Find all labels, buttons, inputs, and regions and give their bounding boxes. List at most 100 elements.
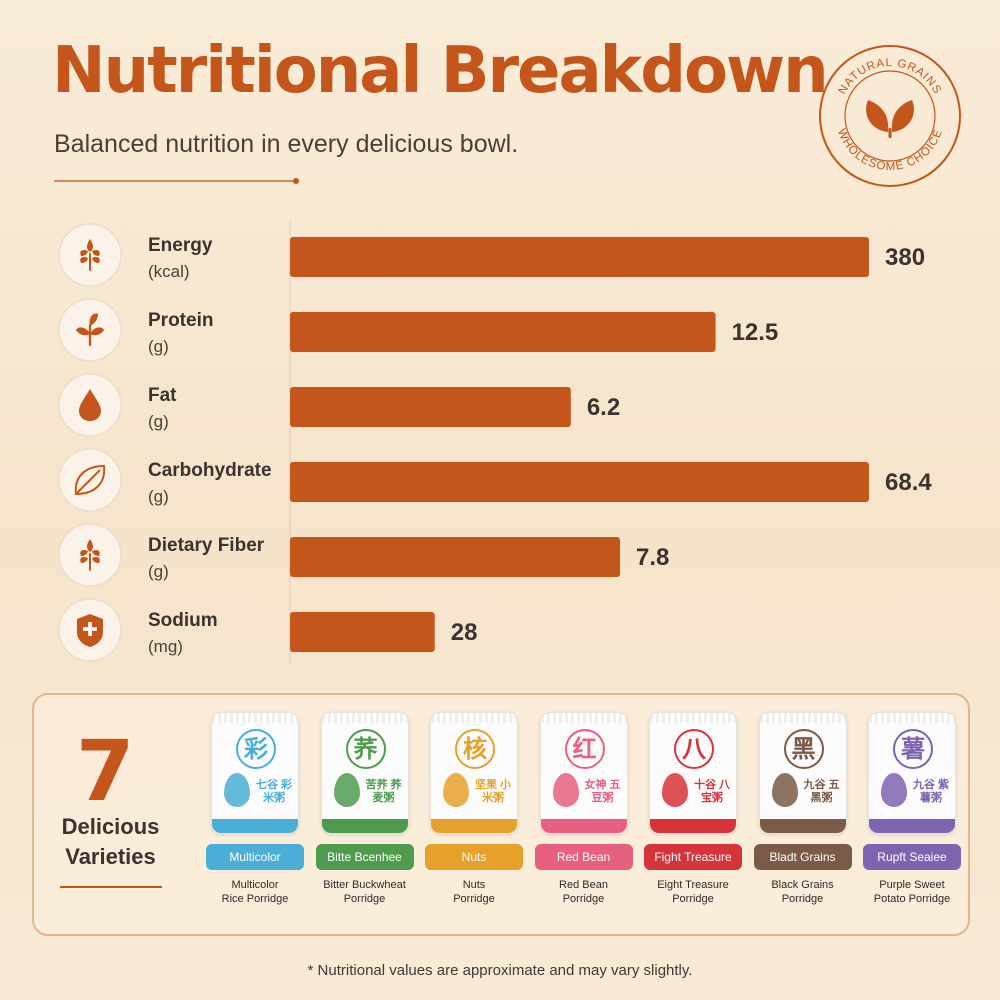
mascot-drop-icon — [771, 773, 798, 807]
category-label: Fat — [148, 385, 177, 406]
unit-label: (kcal) — [148, 262, 190, 281]
pack-seal — [540, 713, 627, 723]
variety-caption-line1: Nuts — [462, 879, 486, 891]
unit-label: (g) — [148, 412, 169, 431]
varieties-divider — [60, 886, 162, 888]
pack-name: 九谷 紫薯粥 — [912, 779, 950, 804]
bar — [290, 387, 571, 427]
category-label: Dietary Fiber — [148, 535, 265, 556]
category-label: Energy — [148, 235, 213, 256]
variety-caption-line1: Eight Treasure — [657, 879, 729, 891]
pack-name: 七谷 彩米粥 — [255, 779, 293, 804]
variety-caption: Red Bean Porridge — [533, 878, 635, 906]
pack-band — [431, 819, 517, 833]
variety-caption-line1: Bitter Buckwheat — [323, 879, 406, 891]
variety-caption-line2: Porridge — [672, 893, 714, 905]
variety-caption: Nuts Porridge — [423, 878, 525, 906]
variety-tag: Bladt Grains — [753, 844, 852, 870]
category-label: Protein — [148, 310, 213, 331]
variety-caption: Multicolor Rice Porridge — [204, 878, 306, 906]
pack-name: 十谷 八宝粥 — [693, 779, 731, 804]
pack-character: 核 — [455, 729, 495, 769]
natural-grains-badge: NATURAL GRAINS WHOLESOME CHOICE — [819, 45, 961, 187]
pack-seal — [431, 713, 517, 723]
wheat-icon — [80, 539, 100, 571]
variety-item: 彩 七谷 彩米粥 Multicolor Multicolor Rice Porr… — [204, 712, 306, 906]
product-pack-image: 薯 九谷 紫薯粥 — [868, 712, 956, 834]
unit-label: (g) — [148, 487, 169, 506]
pack-character: 八 — [674, 729, 714, 769]
variety-tag: Multicolor — [206, 844, 304, 870]
page-title: Nutritional Breakdown — [52, 34, 829, 108]
pack-character: 红 — [564, 729, 605, 769]
variety-caption-line2: Potato Porridge — [873, 893, 951, 905]
variety-tag: Fight Treasure — [644, 844, 742, 870]
wheat-icon — [80, 239, 100, 271]
varieties-label: Delicious Varieties — [48, 812, 173, 872]
pack-name: 苦荞 荞麦粥 — [365, 779, 402, 804]
product-pack-image: 核 坚果 小米粥 — [430, 712, 518, 834]
unit-label: (g) — [148, 337, 169, 356]
pack-name: 女神 五豆粥 — [584, 779, 621, 804]
footnote: * Nutritional values are approximate and… — [307, 962, 693, 979]
variety-caption: Eight Treasure Porridge — [642, 878, 744, 906]
mascot-drop-icon — [662, 773, 688, 807]
product-pack-image: 荞 苦荞 荞麦粥 — [320, 712, 409, 834]
variety-caption-line1: Black Grains — [771, 879, 834, 891]
shield-plus-icon — [77, 614, 103, 647]
pack-character: 荞 — [345, 729, 386, 769]
variety-item: 核 坚果 小米粥 Nuts Nuts Porridge — [423, 712, 525, 906]
variety-caption: Bitter Buckwheat Porridge — [314, 878, 416, 906]
variety-caption-line2: Rice Porridge — [221, 893, 289, 905]
category-label: Sodium — [148, 610, 218, 631]
variety-item: 薯 九谷 紫薯粥 Rupft Seaiee Purple Sweet Potat… — [861, 712, 963, 906]
variety-tag: Nuts — [425, 844, 523, 870]
bar — [290, 462, 869, 502]
pack-band — [321, 819, 408, 833]
leaf-icon — [74, 464, 106, 496]
sprout-icon — [76, 313, 104, 346]
mascot-drop-icon — [224, 773, 250, 807]
pack-band — [759, 819, 846, 833]
page-subtitle: Balanced nutrition in every delicious bo… — [54, 130, 519, 158]
product-pack-image: 红 女神 五豆粥 — [539, 712, 628, 834]
variety-caption-line2: Porridge — [343, 893, 386, 905]
value-label: 68.4 — [885, 469, 932, 496]
mascot-drop-icon — [552, 773, 579, 807]
variety-caption-line2: Porridge — [781, 893, 824, 905]
pack-character: 彩 — [236, 729, 276, 769]
variety-caption-line1: Multicolor — [231, 879, 279, 891]
variety-caption: Purple Sweet Potato Porridge — [861, 878, 963, 906]
bar — [290, 612, 435, 652]
value-label: 380 — [885, 244, 925, 271]
bar — [290, 237, 869, 277]
variety-item: 黑 九谷 五黑粥 Bladt Grains Black Grains Porri… — [752, 712, 854, 906]
variety-tag: Rupft Seaiee — [863, 844, 961, 870]
pack-band — [540, 819, 627, 833]
variety-caption-line1: Red Bean — [559, 879, 608, 891]
drop-icon — [79, 389, 101, 421]
category-label: Carbohydrate — [148, 460, 272, 481]
pack-seal — [212, 713, 298, 723]
variety-caption: Black Grains Porridge — [752, 878, 854, 906]
product-pack-image: 黑 九谷 五黑粥 — [758, 712, 847, 834]
product-pack-image: 八 十谷 八宝粥 — [649, 712, 737, 834]
variety-item: 八 十谷 八宝粥 Fight Treasure Eight Treasure P… — [642, 712, 744, 906]
nutrition-bar-chart: Energy (kcal) 380 Protein (g) 12.5 Fat (g) 6.2 Ca… — [58, 220, 932, 665]
variety-caption-line1: Purple Sweet — [879, 879, 945, 891]
varieties-label-line1: Delicious — [61, 814, 160, 839]
pack-name: 九谷 五黑粥 — [803, 779, 840, 804]
value-label: 7.8 — [636, 544, 669, 571]
leaves-icon — [866, 100, 914, 138]
pack-character: 黑 — [783, 729, 824, 769]
variety-tag: Red Bean — [534, 844, 633, 870]
value-label: 6.2 — [587, 394, 620, 421]
value-label: 28 — [451, 619, 478, 646]
pack-seal — [650, 713, 736, 723]
bar — [290, 312, 716, 352]
variety-item: 荞 苦荞 荞麦粥 Bitte Bcenhee Bitter Buckwheat … — [314, 712, 416, 906]
value-label: 12.5 — [732, 319, 779, 346]
variety-caption-line2: Porridge — [453, 893, 495, 905]
pack-seal — [869, 713, 955, 723]
varieties-label-line2: Varieties — [65, 844, 156, 869]
